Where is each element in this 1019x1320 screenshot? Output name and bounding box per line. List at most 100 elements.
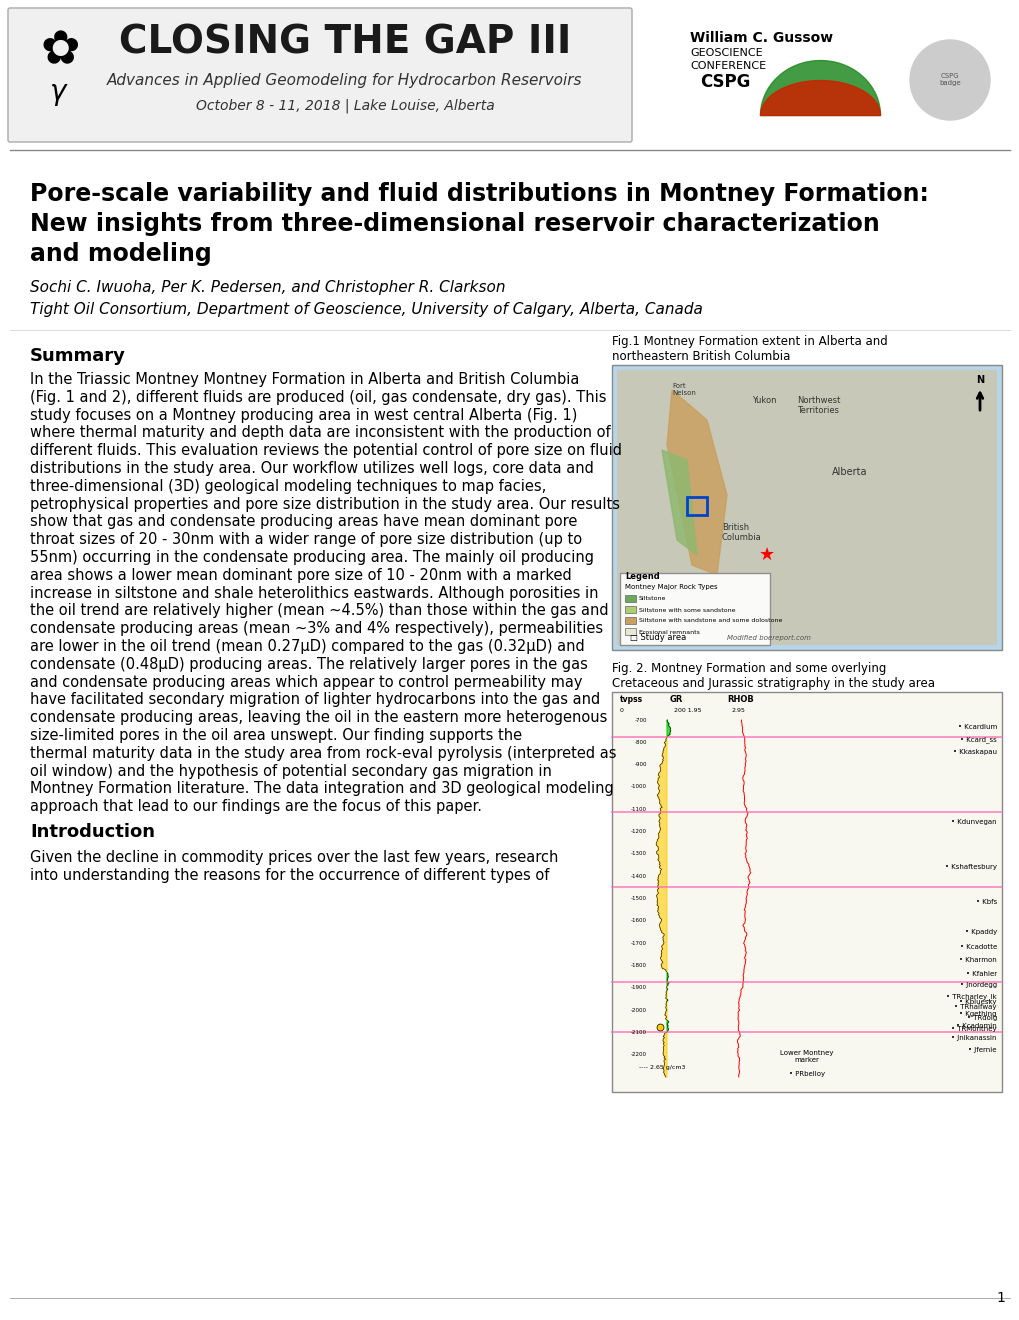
Text: -700: -700	[634, 718, 646, 722]
Text: Summary: Summary	[30, 347, 125, 366]
Text: -1900: -1900	[631, 985, 646, 990]
Text: GEOSCIENCE: GEOSCIENCE	[689, 48, 762, 58]
Text: • Jfernie: • Jfernie	[968, 1047, 996, 1053]
Text: approach that lead to our findings are the focus of this paper.: approach that lead to our findings are t…	[30, 799, 482, 814]
Text: oil window) and the hypothesis of potential secondary gas migration in: oil window) and the hypothesis of potent…	[30, 763, 551, 779]
Text: petrophysical properties and pore size distribution in the study area. Our resul: petrophysical properties and pore size d…	[30, 496, 620, 512]
Text: 2.95: 2.95	[732, 708, 745, 713]
Text: Modified boereport.com: Modified boereport.com	[727, 635, 810, 642]
Text: are lower in the oil trend (mean 0.27μD) compared to the gas (0.32μD) and: are lower in the oil trend (mean 0.27μD)…	[30, 639, 584, 653]
Text: study focuses on a Montney producing area in west central Alberta (Fig. 1): study focuses on a Montney producing are…	[30, 408, 577, 422]
Text: Northwest
Territories: Northwest Territories	[796, 396, 840, 414]
Text: Lower Montney
marker: Lower Montney marker	[780, 1051, 833, 1064]
Text: CLOSING THE GAP III: CLOSING THE GAP III	[118, 24, 571, 62]
Circle shape	[909, 40, 989, 120]
Bar	[611, 692, 1001, 1092]
Text: Introduction: Introduction	[30, 822, 155, 841]
Text: condensate producing areas (mean ~3% and 4% respectively), permeabilities: condensate producing areas (mean ~3% and…	[30, 622, 602, 636]
Text: • TRcharley_lk: • TRcharley_lk	[946, 994, 996, 1001]
Text: (Fig. 1 and 2), different fluids are produced (oil, gas condensate, dry gas). Th: (Fig. 1 and 2), different fluids are pro…	[30, 389, 606, 405]
Text: New insights from three-dimensional reservoir characterization: New insights from three-dimensional rese…	[30, 213, 879, 236]
Text: • Kshaftesbury: • Kshaftesbury	[944, 865, 996, 870]
Text: N: N	[975, 375, 983, 385]
Text: Yukon: Yukon	[751, 396, 775, 405]
Polygon shape	[661, 450, 696, 554]
Text: • Kcadotte: • Kcadotte	[959, 944, 996, 950]
Text: show that gas and condensate producing areas have mean dominant pore: show that gas and condensate producing a…	[30, 515, 577, 529]
Text: Sochi C. Iwuoha, Per K. Pedersen, and Christopher R. Clarkson: Sochi C. Iwuoha, Per K. Pedersen, and Ch…	[30, 280, 505, 294]
Text: October 8 - 11, 2018 | Lake Louise, Alberta: October 8 - 11, 2018 | Lake Louise, Albe…	[196, 99, 494, 114]
Text: Siltstone: Siltstone	[638, 597, 665, 602]
Text: • Kharmon: • Kharmon	[958, 957, 996, 964]
Bar	[620, 573, 769, 645]
Text: -1700: -1700	[631, 941, 646, 945]
Text: • Kpaddy: • Kpaddy	[964, 929, 996, 935]
Text: • Kbluesky: • Kbluesky	[959, 999, 996, 1005]
Bar	[625, 606, 636, 612]
Bar	[616, 370, 996, 645]
Bar	[625, 595, 636, 602]
Text: Montney Formation literature. The data integration and 3D geological modeling: Montney Formation literature. The data i…	[30, 781, 613, 796]
Text: • Jnordegg: • Jnordegg	[959, 982, 996, 987]
Text: RHOB: RHOB	[727, 696, 753, 704]
Text: three-dimensional (3D) geological modeling techniques to map facies,: three-dimensional (3D) geological modeli…	[30, 479, 546, 494]
Text: • Kbfs: • Kbfs	[975, 899, 996, 906]
Text: • Kgething: • Kgething	[959, 1011, 996, 1016]
Text: have facilitated secondary migration of lighter hydrocarbons into the gas and: have facilitated secondary migration of …	[30, 693, 599, 708]
Text: 55nm) occurring in the condensate producing area. The mainly oil producing: 55nm) occurring in the condensate produc…	[30, 550, 593, 565]
Text: Fig. 2. Montney Formation and some overlying
Cretaceous and Jurassic stratigraph: Fig. 2. Montney Formation and some overl…	[611, 663, 934, 690]
Text: increase in siltstone and shale heterolithics eastwards. Although porosities in: increase in siltstone and shale heteroli…	[30, 586, 598, 601]
Bar	[625, 628, 636, 635]
Text: Pore-scale variability and fluid distributions in Montney Formation:: Pore-scale variability and fluid distrib…	[30, 182, 928, 206]
Text: Fig.1 Montney Formation extent in Alberta and
northeastern British Columbia: Fig.1 Montney Formation extent in Albert…	[611, 335, 887, 363]
Text: condensate producing areas, leaving the oil in the eastern more heterogenous: condensate producing areas, leaving the …	[30, 710, 606, 725]
Polygon shape	[666, 389, 727, 576]
Text: • Kcardium: • Kcardium	[957, 723, 996, 730]
Text: -1000: -1000	[631, 784, 646, 789]
Text: Alberta: Alberta	[832, 467, 866, 477]
Text: 200 1.95: 200 1.95	[674, 708, 701, 713]
Text: tvpss: tvpss	[620, 696, 643, 704]
Bar	[687, 498, 706, 515]
Text: ★: ★	[758, 546, 774, 564]
Text: • PRbelloy: • PRbelloy	[788, 1071, 824, 1077]
Text: and modeling: and modeling	[30, 242, 212, 267]
Text: ---- 2.65 g/cm3: ---- 2.65 g/cm3	[638, 1064, 685, 1069]
Text: thermal maturity data in the study area from rock-eval pyrolysis (interpreted as: thermal maturity data in the study area …	[30, 746, 615, 760]
Text: -1400: -1400	[631, 874, 646, 879]
FancyBboxPatch shape	[8, 8, 632, 143]
Bar	[611, 366, 1001, 649]
Text: Montney Major Rock Types: Montney Major Rock Types	[625, 583, 717, 590]
Text: • Jnikanassin: • Jnikanassin	[951, 1035, 996, 1041]
Text: -2200: -2200	[631, 1052, 646, 1057]
Text: Erosional remnants: Erosional remnants	[638, 630, 699, 635]
Text: -1500: -1500	[631, 896, 646, 902]
Text: • Kdunvegan: • Kdunvegan	[951, 818, 996, 825]
Text: In the Triassic Montney Montney Formation in Alberta and British Columbia: In the Triassic Montney Montney Formatio…	[30, 372, 579, 387]
Bar	[625, 616, 636, 624]
Text: γ: γ	[50, 78, 66, 106]
Text: British
Columbia: British Columbia	[721, 523, 761, 543]
Text: -1800: -1800	[631, 962, 646, 968]
Text: -1300: -1300	[631, 851, 646, 857]
Text: the oil trend are relatively higher (mean ~4.5%) than those within the gas and: the oil trend are relatively higher (mea…	[30, 603, 608, 618]
Text: -1100: -1100	[631, 807, 646, 812]
Text: Advances in Applied Geomodeling for Hydrocarbon Reservoirs: Advances in Applied Geomodeling for Hydr…	[107, 73, 582, 87]
Text: • Kkaskapau: • Kkaskapau	[952, 748, 996, 755]
Text: -1200: -1200	[631, 829, 646, 834]
Text: -2100: -2100	[631, 1030, 646, 1035]
Text: William C. Gussow: William C. Gussow	[689, 30, 833, 45]
Text: Legend: Legend	[625, 572, 659, 581]
Text: -800: -800	[634, 739, 646, 744]
Text: into understanding the reasons for the occurrence of different types of: into understanding the reasons for the o…	[30, 867, 549, 883]
Text: ✿: ✿	[40, 29, 79, 74]
Text: area shows a lower mean dominant pore size of 10 - 20nm with a marked: area shows a lower mean dominant pore si…	[30, 568, 572, 583]
Text: Given the decline in commodity prices over the last few years, research: Given the decline in commodity prices ov…	[30, 850, 557, 865]
Text: • Kcadomin: • Kcadomin	[956, 1023, 996, 1030]
Text: □ Study area: □ Study area	[630, 634, 686, 642]
Text: CONFERENCE: CONFERENCE	[689, 61, 765, 71]
Text: size-limited pores in the oil area unswept. Our finding supports the: size-limited pores in the oil area unswe…	[30, 729, 522, 743]
Text: -1600: -1600	[631, 919, 646, 923]
Text: 1: 1	[996, 1291, 1004, 1305]
Text: and condensate producing areas which appear to control permeability may: and condensate producing areas which app…	[30, 675, 582, 689]
